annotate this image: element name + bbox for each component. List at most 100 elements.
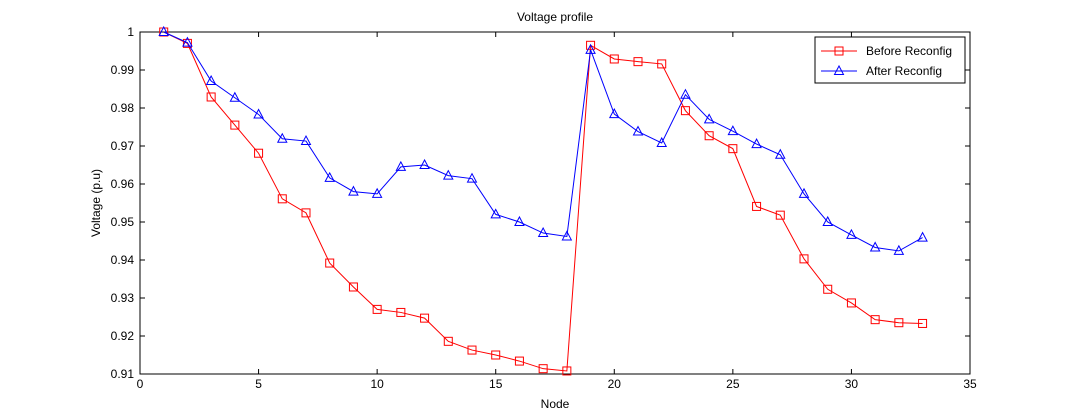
data-point (182, 38, 192, 48)
data-point (514, 356, 524, 366)
x-axis-ticks: 0 5 10 15 20 25 30 35 (137, 32, 977, 391)
data-point (608, 108, 620, 119)
chart-title: Voltage profile (517, 10, 593, 24)
legend-triangle-marker (833, 64, 845, 75)
x-tick-label: 25 (726, 377, 740, 391)
y-tick-label: 1 (127, 25, 134, 39)
data-point (657, 59, 667, 69)
data-point (324, 171, 336, 182)
legend: Before Reconfig After Reconfig (814, 36, 966, 84)
data-point (917, 231, 928, 242)
data-point (300, 134, 312, 146)
data-point (775, 210, 785, 220)
x-tick-label: 0 (137, 377, 144, 391)
y-axis-label: Voltage (p.u) (89, 169, 103, 237)
data-point (869, 241, 881, 252)
legend-label: After Reconfig (866, 64, 942, 78)
data-point (537, 226, 549, 238)
y-tick-label: 0.99 (111, 63, 135, 77)
data-point (229, 91, 241, 102)
y-tick-label: 0.96 (111, 177, 135, 191)
y-axis-ticks: 0.91 0.92 0.93 0.94 0.95 0.96 0.97 0.98 0.99 1 (111, 25, 970, 381)
data-point (277, 194, 287, 204)
data-point (230, 120, 240, 130)
data-point (870, 315, 880, 325)
data-point (372, 304, 382, 314)
data-point (466, 172, 478, 183)
data-point (846, 298, 856, 308)
data-point (822, 215, 834, 226)
data-point (562, 366, 572, 376)
data-point (586, 40, 596, 50)
data-point (703, 113, 715, 124)
data-point (301, 208, 311, 218)
x-tick-label: 5 (255, 377, 262, 391)
x-axis-label: Node (541, 397, 570, 411)
data-point (442, 169, 454, 180)
data-point (656, 136, 668, 147)
data-point (206, 92, 216, 102)
data-point (798, 187, 810, 198)
data-point (893, 244, 905, 255)
data-point (727, 125, 739, 136)
data-point (799, 254, 809, 264)
data-point (632, 125, 644, 136)
data-point (182, 36, 193, 47)
series-line (163, 31, 923, 372)
data-point (419, 158, 430, 169)
data-point (490, 208, 502, 219)
data-point (680, 88, 691, 99)
data-point (823, 284, 833, 294)
legend-items: Before Reconfig After Reconfig (821, 44, 952, 78)
data-point (420, 313, 430, 323)
data-point (371, 187, 383, 198)
data-point (491, 350, 501, 360)
data-point (348, 185, 359, 196)
data-point (561, 230, 573, 241)
y-tick-label: 0.95 (111, 215, 135, 229)
data-point (918, 318, 928, 328)
data-point (894, 318, 904, 328)
data-point (704, 131, 714, 141)
data-point (728, 144, 738, 154)
x-tick-label: 10 (370, 377, 384, 391)
data-point (348, 282, 358, 292)
series-after-reconfig (158, 25, 928, 255)
series-line (163, 31, 923, 252)
data-point (467, 345, 477, 355)
y-tick-label: 0.97 (111, 139, 135, 153)
data-point (538, 364, 548, 374)
data-point (254, 148, 264, 158)
y-tick-label: 0.93 (111, 291, 135, 305)
data-point (443, 336, 453, 346)
data-point (680, 106, 690, 116)
data-point (752, 201, 762, 211)
y-tick-label: 0.98 (111, 101, 135, 115)
data-point (633, 57, 643, 67)
x-tick-label: 30 (845, 377, 859, 391)
data-point (325, 258, 335, 268)
data-point (253, 108, 264, 119)
x-tick-label: 15 (489, 377, 503, 391)
data-point (846, 228, 857, 239)
data-point (395, 160, 407, 171)
x-tick-label: 35 (963, 377, 977, 391)
data-point (276, 132, 288, 143)
series-layer (158, 25, 928, 376)
data-point (205, 74, 217, 86)
data-point (585, 43, 596, 54)
legend-box (814, 36, 966, 84)
data-point (514, 215, 525, 226)
series-before-reconfig (159, 27, 928, 376)
data-point (158, 25, 170, 36)
data-point (609, 54, 619, 64)
y-tick-label: 0.94 (111, 253, 135, 267)
x-tick-label: 20 (608, 377, 622, 391)
legend-label: Before Reconfig (866, 44, 952, 58)
data-point (751, 138, 762, 149)
legend-square-marker (834, 46, 844, 56)
y-tick-label: 0.92 (111, 329, 135, 343)
data-point (396, 307, 406, 317)
y-tick-label: 0.91 (111, 367, 135, 381)
